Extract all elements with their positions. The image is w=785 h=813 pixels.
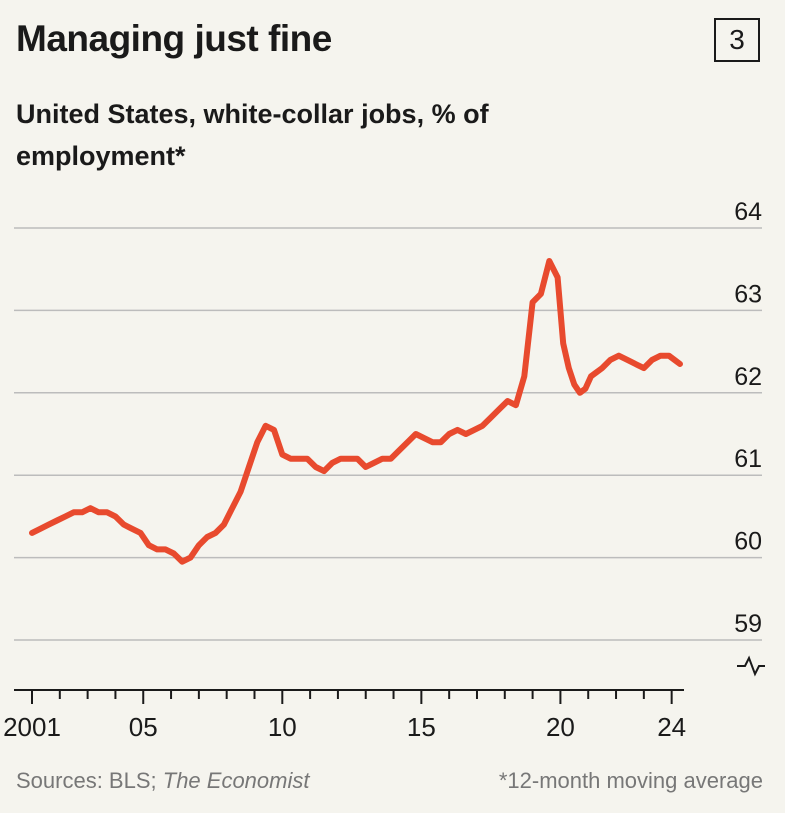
footnote: *12-month moving average xyxy=(498,768,763,793)
line-chart: 59 60 61 62 63 64 2001 05 10 15 20 24 xyxy=(3,198,765,742)
y-tick-label: 60 xyxy=(734,528,762,556)
chart-subtitle: United States, white-collar jobs, % of e… xyxy=(16,99,489,171)
y-tick-label: 62 xyxy=(734,363,762,391)
axis-break-icon xyxy=(737,655,765,677)
sources-note: Sources: BLS; The Economist xyxy=(16,768,309,794)
x-tick-label: 15 xyxy=(407,712,436,742)
chart-number-badge: 3 xyxy=(714,18,760,62)
chart-title: Managing just fine xyxy=(16,18,332,59)
y-tick-label: 64 xyxy=(734,198,762,226)
y-tick-label: 61 xyxy=(734,445,762,473)
x-tick-label: 24 xyxy=(657,712,686,742)
y-tick-label: 59 xyxy=(734,610,762,638)
series-line-0 xyxy=(29,258,683,565)
x-tick-label: 05 xyxy=(129,712,158,742)
sources-italic: The Economist xyxy=(162,768,310,793)
y-tick-label: 63 xyxy=(734,280,762,308)
x-tick-label: 10 xyxy=(268,712,297,742)
x-tick-label: 20 xyxy=(546,712,575,742)
sources-prefix: Sources: BLS; xyxy=(16,768,163,793)
x-tick-label: 2001 xyxy=(3,712,61,742)
